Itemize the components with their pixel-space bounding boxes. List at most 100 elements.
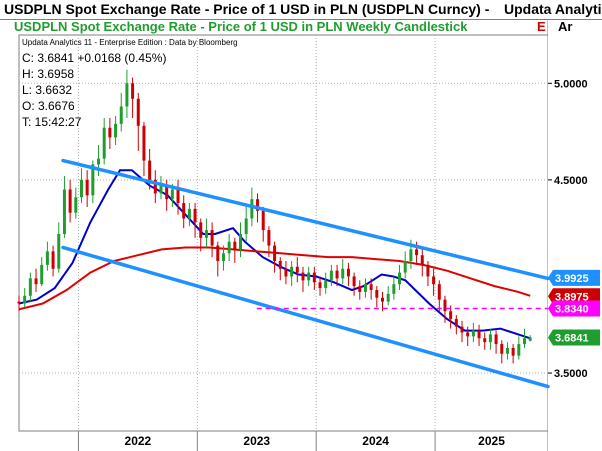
candle — [210, 222, 214, 258]
candle — [102, 118, 106, 165]
candle — [62, 176, 66, 238]
candle — [324, 272, 328, 294]
candle-body — [483, 338, 487, 343]
candle — [471, 322, 475, 343]
subtitle-suffix: E — [537, 19, 546, 34]
grid-layer — [19, 35, 548, 431]
candle-body — [443, 299, 447, 312]
candle-body — [449, 311, 453, 319]
candle-body — [301, 272, 305, 281]
candle-body — [432, 276, 436, 285]
candle — [398, 264, 402, 290]
candle — [17, 295, 21, 312]
candle-body — [346, 268, 350, 277]
candle — [380, 291, 384, 312]
info-low: L: 3.6632 — [22, 83, 72, 97]
candle-body — [119, 106, 123, 124]
candle-body — [335, 270, 339, 279]
candle-body — [477, 330, 481, 339]
x-tick-label-3: 2025 — [478, 434, 505, 448]
candle — [426, 261, 430, 287]
candle-body — [312, 272, 316, 283]
candle — [273, 241, 277, 273]
candle-body — [204, 230, 208, 238]
candle-body — [437, 284, 441, 300]
channel-upper-line — [61, 158, 550, 281]
chart-subtitle: USDPLN Spot Exchange Rate - Price of 1 U… — [14, 19, 468, 34]
price-flag-label: 3.9925 — [555, 273, 589, 285]
candle-body — [494, 334, 498, 345]
price-flag-box — [548, 269, 600, 286]
edition-text: Updata Analytics 11 - Enterprise Edition… — [22, 38, 238, 47]
candle — [312, 266, 316, 290]
candle — [23, 288, 27, 308]
candle-body — [352, 276, 356, 287]
candle — [517, 336, 521, 360]
candle — [142, 121, 146, 177]
candle — [187, 203, 191, 227]
candle — [45, 241, 49, 271]
candle — [193, 203, 197, 238]
candle-body — [85, 179, 89, 196]
candle-body — [210, 230, 214, 246]
candle — [477, 324, 481, 347]
candle — [261, 206, 265, 242]
candle-body — [471, 330, 475, 337]
candle-body — [386, 293, 390, 302]
price-flag-1: 3.8975 — [548, 288, 600, 305]
candle-body — [45, 251, 49, 265]
price-flag-0: 3.9925 — [548, 269, 600, 286]
candle-body — [79, 179, 83, 198]
candle — [488, 328, 492, 350]
candle — [466, 326, 470, 347]
candle — [522, 328, 526, 348]
candle-body — [267, 230, 271, 246]
candle — [500, 340, 504, 364]
chart-title: USDPLN Spot Exchange Rate - Price of 1 U… — [4, 1, 490, 17]
candle-body — [318, 282, 322, 289]
candle-body — [511, 347, 515, 356]
candle — [131, 77, 135, 119]
candle — [403, 251, 407, 279]
candle — [432, 268, 436, 296]
candle — [136, 92, 140, 151]
candle-body — [159, 185, 163, 194]
plot-background — [18, 34, 549, 432]
candle-body — [227, 241, 231, 254]
candle — [239, 222, 243, 258]
candle — [28, 272, 32, 302]
candle — [227, 233, 231, 262]
candle-body — [517, 344, 521, 356]
candle-body — [28, 278, 32, 296]
candle — [420, 249, 424, 277]
y-axis-panel — [548, 20, 602, 451]
candle-body — [409, 249, 413, 262]
price-flag-box — [548, 288, 600, 305]
candle-body — [34, 278, 38, 285]
candle — [233, 237, 237, 263]
candle-body — [199, 222, 203, 238]
y-tick-label-1: 4.5000 — [554, 175, 588, 187]
candle-body — [244, 218, 248, 234]
candle — [528, 335, 532, 342]
moving-average-1 — [18, 246, 531, 311]
candle-body — [216, 245, 220, 262]
candle-body — [522, 338, 526, 345]
candle — [204, 218, 208, 248]
channel-lower-line — [61, 245, 550, 389]
candle — [244, 206, 248, 242]
candle — [278, 257, 282, 281]
candle-body — [221, 253, 225, 262]
title-bar: USDPLN Spot Exchange Rate - Price of 1 U… — [0, 0, 602, 20]
candle — [318, 276, 322, 296]
candle — [119, 92, 123, 132]
candle — [346, 262, 350, 287]
info-time: T: 15:42:27 — [22, 115, 82, 129]
price-flag-label: 3.8975 — [555, 291, 589, 303]
candle-body — [284, 268, 288, 277]
candle-body — [23, 295, 27, 304]
info-open: O: 3.6676 — [22, 99, 75, 113]
candle — [216, 241, 220, 277]
candle-body — [380, 297, 384, 302]
